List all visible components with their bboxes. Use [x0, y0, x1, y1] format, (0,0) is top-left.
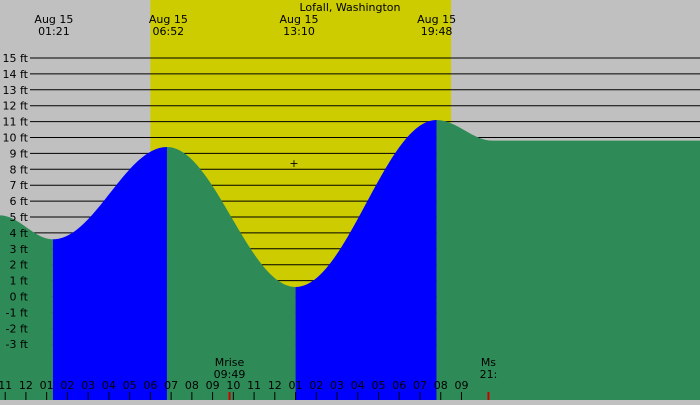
y-tick-label: 11 ft — [3, 116, 29, 129]
moon-event-time: 09:49 — [214, 368, 246, 381]
hour-tick-label: 10 — [226, 379, 240, 392]
event-time-label: 06:52 — [152, 25, 184, 38]
y-tick-label: 9 ft — [10, 147, 29, 160]
event-date-label: Aug 15 — [280, 13, 319, 26]
hour-tick-label: 01 — [40, 379, 54, 392]
y-tick-label: 6 ft — [10, 195, 29, 208]
hour-tick-label: 02 — [60, 379, 74, 392]
y-tick-label: 0 ft — [10, 291, 29, 304]
hour-tick-label: 08 — [434, 379, 448, 392]
hour-tick-label: 06 — [143, 379, 157, 392]
falling-tide-area — [0, 215, 53, 400]
y-tick-label: 2 ft — [10, 259, 29, 272]
moon-event-label: Mrise — [215, 356, 245, 369]
rising-tide-area — [52, 147, 167, 400]
hour-tick-label: 04 — [351, 379, 365, 392]
y-tick-label: -1 ft — [6, 306, 29, 319]
hour-tick-label: 01 — [289, 379, 303, 392]
cursor-crosshair: + — [289, 157, 298, 170]
y-tick-label: 5 ft — [10, 211, 29, 224]
hour-tick-label: 12 — [268, 379, 282, 392]
hour-tick-label: 05 — [372, 379, 386, 392]
y-tick-label: 3 ft — [10, 243, 29, 256]
hour-tick-label: 07 — [164, 379, 178, 392]
y-tick-label: 1 ft — [10, 275, 29, 288]
hour-tick-label: 09 — [206, 379, 220, 392]
falling-tide-area — [166, 147, 296, 400]
hour-tick-label: 07 — [413, 379, 427, 392]
event-time-label: 19:48 — [421, 25, 453, 38]
moon-event-label: Ms — [481, 356, 496, 369]
hour-tick-label: 11 — [0, 379, 12, 392]
hour-tick-label: 02 — [309, 379, 323, 392]
chart-title: Lofall, Washington — [299, 1, 400, 14]
event-date-label: Aug 15 — [149, 13, 188, 26]
y-tick-label: 8 ft — [10, 163, 29, 176]
hour-tick-label: 08 — [185, 379, 199, 392]
y-tick-label: -3 ft — [6, 338, 29, 351]
y-tick-label: 4 ft — [10, 227, 29, 240]
rising-tide-area — [295, 120, 437, 400]
moon-event-time: 21: — [480, 368, 498, 381]
hour-tick-label: 03 — [81, 379, 95, 392]
y-tick-label: 7 ft — [10, 179, 29, 192]
y-tick-label: 10 ft — [3, 132, 29, 145]
y-tick-label: -2 ft — [6, 322, 29, 335]
event-date-label: Aug 15 — [34, 13, 73, 26]
y-tick-label: 14 ft — [3, 68, 29, 81]
y-tick-label: 15 ft — [3, 52, 29, 65]
y-tick-label: 12 ft — [3, 100, 29, 113]
hour-tick-label: 06 — [392, 379, 406, 392]
hour-tick-label: 04 — [102, 379, 116, 392]
falling-tide-area — [436, 120, 700, 400]
hour-tick-label: 09 — [454, 379, 468, 392]
hour-tick-label: 05 — [123, 379, 137, 392]
event-time-label: 01:21 — [38, 25, 70, 38]
y-tick-label: 13 ft — [3, 84, 29, 97]
hour-tick-label: 03 — [330, 379, 344, 392]
hour-tick-label: 12 — [19, 379, 33, 392]
event-time-label: 13:10 — [283, 25, 315, 38]
hour-tick-label: 11 — [247, 379, 261, 392]
event-date-label: Aug 15 — [417, 13, 456, 26]
